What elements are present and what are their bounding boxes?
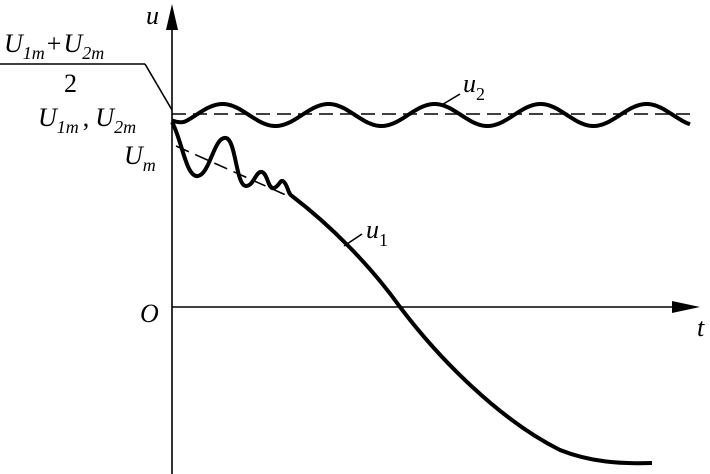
u2-label: u2 [463,69,485,104]
envelope-label: Um [124,141,156,175]
u2-leader [439,93,461,107]
y-arrow [166,4,178,30]
u1-leader [343,233,363,247]
u1-curve [170,121,653,466]
x-axis-label: t [697,313,705,342]
origin-label: O [140,299,159,328]
average-numerator: U1m+U2m [4,29,104,63]
amplitude-label: U1m, U2m [38,103,136,137]
y-axis-label: u [146,1,159,30]
u1-label: u1 [366,215,388,250]
u2-curve [171,102,691,128]
leader-line [144,63,173,111]
average-denominator: 2 [64,69,77,98]
x-arrow [672,301,700,313]
